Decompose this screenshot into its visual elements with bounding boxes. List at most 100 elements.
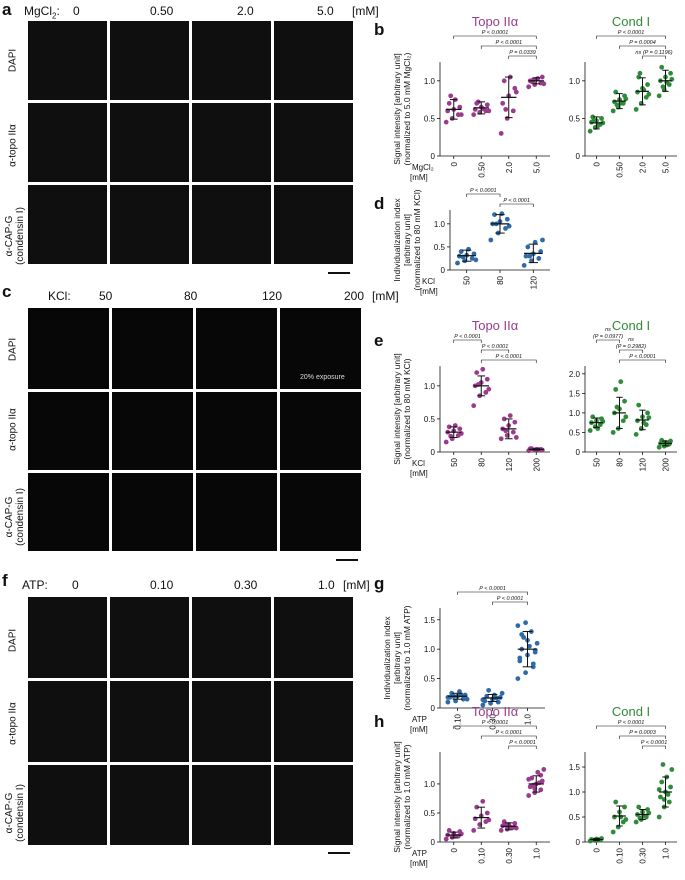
scale-bar-f — [328, 852, 350, 854]
chart-b-0-pvalue-2-0: P = 0.0339 — [509, 50, 536, 56]
chart-b-0-xtick-label-1: 0.50 — [477, 161, 486, 177]
chart-b-1-point-3-5 — [668, 70, 673, 76]
chart-b-1-point-2-0 — [633, 106, 639, 112]
chart-g-5-ylabel-2: (normalized to 1.0 mM ATP) — [402, 605, 412, 710]
chart-e-3-point-0-6 — [446, 424, 452, 430]
chart-g-5-point-1-1 — [488, 700, 493, 706]
chart-g-5-pvalue-1-0: P < 0.0001 — [497, 596, 524, 602]
chart-e-3-ytick-label-1: 0.5 — [424, 415, 436, 424]
chart-g-5-point-1-0 — [480, 702, 486, 708]
chart-e-4-pvalue-1-1: (P = 0.2982) — [616, 344, 646, 350]
chart-h-7-xtick-label-2: 0.30 — [639, 847, 648, 863]
chart-b-0-point-3-9 — [530, 77, 536, 83]
chart-b-0-point-2-0 — [498, 131, 504, 136]
chart-b-0-point-2-8 — [513, 89, 519, 95]
chart-b-0-ylabel-0: Signal intensity [arbitrary unit] — [392, 53, 402, 165]
chart-e-3-xtick-label-2: 120 — [505, 457, 514, 471]
chart-h-6-point-2-5 — [512, 821, 518, 826]
panel-label-f: f — [2, 571, 8, 590]
chart-g-5-bracket-0 — [457, 591, 528, 595]
chart-e-3-point-2-6 — [501, 416, 507, 422]
micrograph-a-dapi-0 — [28, 21, 107, 100]
micrograph-a-capg-20 — [192, 185, 271, 264]
panel-label-a: a — [2, 0, 12, 19]
chart-e-3-point-1-0 — [471, 403, 477, 409]
chart-e-3-xtick-label-3: 200 — [532, 457, 541, 471]
chart-g-5-point-1-2 — [495, 699, 501, 705]
chart-d-2-point-2-9 — [527, 253, 533, 259]
micrograph-c-dapi-120 — [196, 308, 277, 389]
chart-e-3-pvalue-0-0: P < 0.0001 — [454, 334, 481, 340]
chart-e-3-ylabel-0: Signal intensity [arbitrary unit] — [392, 353, 402, 465]
chart-e-3-point-1-7 — [480, 366, 486, 372]
micrograph-a-topo-050 — [110, 103, 189, 182]
chart-b-0-point-0-5 — [457, 104, 463, 110]
chart-b-0-ytick-label-2: 1.0 — [424, 77, 436, 86]
chart-g-5-ytick-label-3: 1.5 — [424, 616, 436, 625]
chart-h-7-point-1-0 — [610, 829, 616, 835]
chart-b-0-point-0-0 — [443, 119, 449, 125]
chart-d-2-point-2-5 — [538, 249, 544, 254]
chart-h-7-xtick-label-1: 0.10 — [616, 847, 625, 863]
chart-h-7-point-3-0 — [656, 814, 662, 820]
micrograph-f-capg-010 — [110, 765, 189, 845]
chart-g-5-point-0-1 — [453, 698, 458, 704]
chart-b-0-point-2-6 — [501, 78, 507, 84]
chart-h-7-point-3-10 — [665, 792, 671, 797]
chart-d-2-point-1-0 — [488, 237, 494, 243]
chart-b-0-xtick-label-2: 2.0 — [505, 161, 514, 173]
panel-f-header-prefix: ATP: — [22, 578, 48, 592]
chart-h-6-xtick-label-3: 1.0 — [532, 847, 541, 859]
chart-g-5-ylabel-0: Individualization index — [382, 616, 392, 700]
chart-h-6-bracket-1 — [480, 735, 537, 739]
chart-e-3-point-3-5 — [539, 447, 545, 453]
micrograph-a-topo-50 — [274, 103, 353, 182]
chart-d-2-point-2-0 — [521, 262, 527, 268]
chart-h-7-point-3-5 — [668, 784, 673, 790]
chart-e-3-ytick-label-0: 0 — [431, 448, 436, 457]
chart-d-2-ytick-label-1: 0.5 — [434, 243, 446, 252]
chart-e-4-ytick-label-2: 1.0 — [569, 409, 581, 418]
chart-g-5-point-0-0 — [445, 699, 451, 705]
chart-g-5-xtick-label-1: 0.30 — [489, 713, 498, 729]
chart-e-4-point-1-2 — [620, 418, 626, 424]
chart-b-1-point-3-0 — [656, 93, 662, 99]
chart-b-1-point-2-9 — [637, 70, 643, 76]
chart-h-6-point-1-8 — [486, 817, 492, 823]
chart-h-6-ytick-label-1: 0.5 — [424, 809, 436, 818]
chart-d-2-xaxis-unit: [mM] — [420, 287, 438, 296]
micrograph-c-dapi-80 — [112, 308, 193, 389]
panel-c-col-4: 200 — [344, 289, 365, 303]
chart-e-4-title: Cond I — [612, 318, 650, 333]
chart-b-0-ylabel-1: (normalized to 5.0 mM MgCl₂) — [402, 52, 412, 165]
chart-b-0-title: Topo IIα — [472, 14, 519, 29]
chart-h-7-point-3-6 — [659, 779, 665, 785]
micrograph-a-topo-0 — [28, 103, 107, 182]
panel-c-col-1: 50 — [99, 289, 113, 303]
chart-e-4-point-1-8 — [623, 414, 629, 420]
chart-h-6-point-0-6 — [446, 827, 452, 833]
chart-e-3-point-0-0 — [443, 439, 449, 445]
chart-g-5-xtick-label-2: 1.0 — [524, 713, 533, 725]
chart-d-2-point-0-2 — [469, 256, 475, 261]
chart-h-6-point-2-0 — [498, 827, 504, 833]
chart-e-3-bracket-0 — [453, 339, 482, 343]
chart-e-4-pvalue-2-0: P < 0.0001 — [629, 354, 656, 360]
chart-e-4-xtick-label-0: 50 — [593, 457, 602, 466]
chart-h-7-point-3-3 — [658, 794, 663, 800]
chart-b-0-xaxis-unit: [mM] — [410, 173, 428, 182]
chart-g-5-ytick-label-2: 1.0 — [424, 645, 436, 654]
chart-h-7-bracket-1 — [619, 735, 666, 739]
chart-e-3-point-2-8 — [513, 435, 519, 440]
chart-h-7-point-2-6 — [636, 804, 642, 810]
chart-h-6-bracket-2 — [508, 745, 537, 749]
chart-b-1-bracket-0 — [596, 35, 666, 39]
micrograph-c-dapi-50 — [28, 308, 109, 389]
micrograph-c-topo-50 — [28, 392, 109, 470]
exposure-note: 20% exposure — [300, 374, 345, 381]
micrograph-f-dapi-030 — [192, 597, 271, 678]
chart-b-0-xtick-label-3: 5.0 — [532, 161, 541, 173]
chart-g-5-ylabel-1: [arbitrary unit] — [392, 632, 402, 684]
chart-e-4-point-1-5 — [622, 398, 627, 404]
chart-h-6-point-3-7 — [535, 769, 541, 775]
